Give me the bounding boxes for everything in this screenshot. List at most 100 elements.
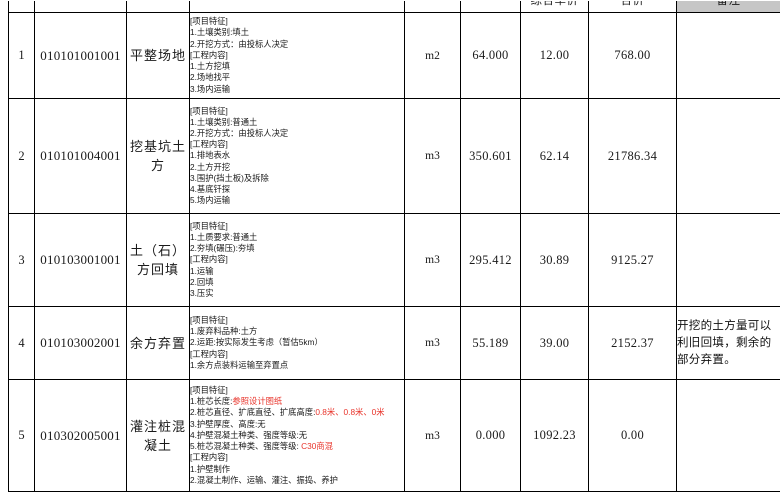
- description-line: 3.场内运输: [190, 84, 404, 95]
- cell-amount: 9125.27: [589, 214, 677, 307]
- header-name: [127, 0, 190, 13]
- cell-amount: 768.00: [589, 13, 677, 99]
- description-line: 2.夯填(碾压):夯填: [190, 243, 404, 254]
- header-amount: 合价: [589, 0, 677, 13]
- description-line: 1.护壁制作: [190, 464, 404, 475]
- description-line: 5.桩芯混凝土种类、强度等级: C30商混: [190, 441, 404, 452]
- description-line: 1.排地表水: [190, 150, 404, 161]
- cell-unit-price: 30.89: [521, 214, 589, 307]
- cell-unit-price: 39.00: [521, 307, 589, 380]
- cell-sequence-number: 4: [9, 307, 35, 380]
- description-line: 1.运输: [190, 266, 404, 277]
- description-line: [项目特征]: [190, 315, 404, 326]
- description-line: 3.围护(挡土板)及拆除: [190, 173, 404, 184]
- description-line: [工程内容]: [190, 50, 404, 61]
- description-line: [工程内容]: [190, 254, 404, 265]
- header-remark: 备注: [677, 0, 780, 13]
- cell-remark: [677, 214, 780, 307]
- cell-remark: [677, 99, 780, 214]
- cell-unit-price: 1092.23: [521, 380, 589, 492]
- cell-item-name: 平整场地: [127, 13, 190, 99]
- description-line: 3.压实: [190, 288, 404, 299]
- description-line: 1.废弃料品种:土方: [190, 326, 404, 337]
- cell-item-code: 010103001001: [35, 214, 127, 307]
- description-line: 4.护壁混凝土种类、强度等级:无: [190, 430, 404, 441]
- cell-remark: [677, 380, 780, 492]
- description-line: 2.开挖方式：由投标人决定: [190, 39, 404, 50]
- description-line: [项目特征]: [190, 16, 404, 27]
- cell-quantity: 0.000: [461, 380, 521, 492]
- cell-item-code: 010103002001: [35, 307, 127, 380]
- cell-item-code: 010101001001: [35, 13, 127, 99]
- description-line: 2.运距:按实际发生考虑（暂估5km）: [190, 337, 404, 348]
- cell-item-name: 挖基坑土方: [127, 99, 190, 214]
- cell-item-code: 010101004001: [35, 99, 127, 214]
- cell-item-name: 余方弃置: [127, 307, 190, 380]
- description-line: [工程内容]: [190, 139, 404, 150]
- description-line: 2.回填: [190, 277, 404, 288]
- description-line: [工程内容]: [190, 349, 404, 360]
- cell-item-name: 土（石）方回填: [127, 214, 190, 307]
- cell-sequence-number: 5: [9, 380, 35, 492]
- description-line: 5.场内运输: [190, 195, 404, 206]
- description-line: 1.土质要求:普通土: [190, 232, 404, 243]
- top-clip-strip: [0, 0, 780, 1]
- description-line: [工程内容]: [190, 452, 404, 463]
- description-line: 1.桩芯长度:参照设计图纸: [190, 396, 404, 407]
- cell-sequence-number: 3: [9, 214, 35, 307]
- cell-sequence-number: 1: [9, 13, 35, 99]
- cell-remark: 开挖的土方量可以利旧回填，剩余的部分弃置。: [677, 307, 780, 380]
- cell-item-name: 灌注桩混凝土: [127, 380, 190, 492]
- cell-amount: 2152.37: [589, 307, 677, 380]
- header-unit-price: 综合单价: [521, 0, 589, 13]
- cell-quantity: 55.189: [461, 307, 521, 380]
- description-line: [项目特征]: [190, 385, 404, 396]
- cell-sequence-number: 2: [9, 99, 35, 214]
- description-line: 1.土壤类别:普通土: [190, 117, 404, 128]
- cell-unit: m3: [405, 380, 461, 492]
- description-line: 2.桩芯直径、扩底直径、扩底高度:0.8米、0.8米、0米: [190, 407, 404, 418]
- cell-quantity: 295.412: [461, 214, 521, 307]
- description-line: 1.土方挖填: [190, 61, 404, 72]
- cell-unit: m3: [405, 214, 461, 307]
- description-line: 4.基底钎探: [190, 184, 404, 195]
- cell-unit-price: 62.14: [521, 99, 589, 214]
- cell-unit: m2: [405, 13, 461, 99]
- cell-item-code: 010302005001: [35, 380, 127, 492]
- description-line: 3.护壁厚度、高度:无: [190, 419, 404, 430]
- table-header-row: 综合单价 合价 备注: [9, 0, 780, 13]
- cell-unit: m3: [405, 99, 461, 214]
- header-seq: [9, 0, 35, 13]
- cell-quantity: 350.601: [461, 99, 521, 214]
- description-line: 1.土壤类别:填土: [190, 27, 404, 38]
- cell-unit-price: 12.00: [521, 13, 589, 99]
- description-line: 2.混凝土制作、运输、灌注、振捣、养护: [190, 475, 404, 486]
- description-line: 2.土方开挖: [190, 162, 404, 173]
- header-code: [35, 0, 127, 13]
- header-unit: [405, 0, 461, 13]
- description-line: 1.余方点装料运输至弃置点: [190, 360, 404, 371]
- description-line: 2.场地找平: [190, 72, 404, 83]
- description-line: [项目特征]: [190, 106, 404, 117]
- cell-amount: 0.00: [589, 380, 677, 492]
- header-quantity: [461, 0, 521, 13]
- cell-quantity: 64.000: [461, 13, 521, 99]
- cell-remark: [677, 13, 780, 99]
- header-description: [190, 0, 405, 13]
- description-line: 2.开挖方式：由投标人决定: [190, 128, 404, 139]
- description-line: [项目特征]: [190, 221, 404, 232]
- cell-amount: 21786.34: [589, 99, 677, 214]
